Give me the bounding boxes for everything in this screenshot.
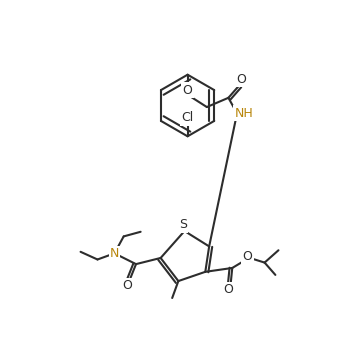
Text: N: N <box>110 247 119 260</box>
Text: Cl: Cl <box>182 111 194 124</box>
Text: S: S <box>179 219 187 231</box>
Text: O: O <box>223 283 233 296</box>
Text: NH: NH <box>234 107 253 120</box>
Text: O: O <box>243 250 253 263</box>
Text: O: O <box>237 73 247 86</box>
Text: O: O <box>183 84 193 97</box>
Text: O: O <box>122 279 132 292</box>
